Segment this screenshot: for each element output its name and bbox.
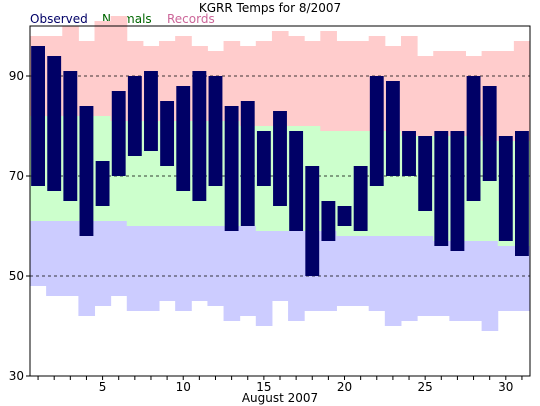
record-low-band: [62, 221, 79, 296]
record-low-band: [449, 241, 466, 321]
observed-bar: [224, 106, 239, 231]
observed-bar: [144, 71, 158, 151]
observed-bar: [353, 166, 368, 231]
record-high-band: [352, 41, 370, 131]
observed-bar: [192, 71, 207, 201]
record-high-band: [288, 36, 305, 126]
observed-bar: [450, 131, 465, 251]
record-low-band: [126, 226, 144, 311]
observed-bar: [466, 76, 481, 201]
record-high-band: [223, 41, 241, 121]
record-low-band: [384, 236, 402, 326]
x-axis-label: August 2007: [242, 391, 318, 405]
record-low-band: [400, 236, 418, 321]
record-high-band: [433, 51, 450, 136]
record-low-band: [336, 236, 354, 306]
observed-bar: [369, 76, 384, 186]
record-high-band: [271, 31, 289, 126]
record-low-band: [513, 246, 531, 311]
y-tick-label: 50: [9, 269, 24, 283]
record-high-band: [449, 51, 466, 136]
observed-bar: [498, 136, 513, 241]
observed-bar: [305, 166, 320, 276]
record-high-band: [320, 31, 337, 131]
observed-bar: [418, 136, 433, 211]
x-tick-label: 15: [256, 380, 271, 394]
observed-bar: [434, 131, 449, 246]
record-low-band: [207, 226, 225, 306]
x-tick-label: 30: [498, 380, 513, 394]
record-low-band: [30, 221, 47, 286]
observed-bar: [273, 111, 287, 206]
observed-bar: [176, 86, 191, 191]
observed-bar: [240, 101, 255, 226]
observed-bar: [321, 201, 336, 241]
record-high-band: [78, 41, 96, 116]
y-tick-label: 30: [9, 369, 24, 383]
record-low-band: [271, 231, 289, 301]
record-low-band: [433, 241, 450, 316]
x-tick-label: 5: [99, 380, 107, 394]
observed-bar: [160, 101, 175, 166]
observed-bar: [111, 91, 126, 176]
record-high-band: [400, 36, 418, 136]
record-low-band: [159, 226, 176, 301]
record-high-band: [255, 41, 273, 126]
record-low-band: [223, 226, 241, 321]
legend-records: Records: [167, 12, 215, 26]
record-low-band: [352, 236, 370, 306]
observed-bar: [289, 131, 304, 231]
observed-bar: [482, 86, 497, 181]
record-high-band: [336, 41, 354, 131]
record-low-band: [142, 226, 160, 311]
record-low-band: [94, 221, 112, 306]
record-low-band: [239, 226, 257, 316]
observed-bar: [127, 76, 142, 156]
observed-bar: [402, 131, 416, 176]
observed-bar: [31, 46, 45, 186]
x-tick-label: 10: [176, 380, 191, 394]
record-high-band: [417, 56, 434, 136]
observed-bar: [515, 131, 529, 256]
observed-bar: [95, 161, 110, 206]
record-low-band: [110, 221, 128, 296]
record-low-band: [78, 221, 96, 316]
record-low-band: [255, 231, 273, 326]
legend-observed: Observed: [30, 12, 88, 26]
observed-bar: [63, 71, 78, 201]
observed-bar: [385, 81, 400, 176]
record-high-band: [513, 41, 531, 141]
observed-bar: [337, 206, 352, 226]
observed-bar: [79, 106, 94, 236]
record-low-band: [368, 236, 386, 311]
record-high-band: [497, 51, 515, 141]
record-low-band: [175, 226, 192, 311]
y-tick-label: 70: [9, 169, 24, 183]
record-high-band: [304, 41, 321, 126]
record-low-band: [46, 221, 63, 296]
x-tick-label: 25: [418, 380, 433, 394]
chart-title: KGRR Temps for 8/2007: [199, 1, 341, 15]
record-low-band: [320, 231, 337, 311]
record-low-band: [417, 236, 434, 316]
record-low-band: [481, 241, 499, 331]
observed-bar: [47, 56, 62, 191]
x-tick-label: 20: [337, 380, 352, 394]
record-low-band: [497, 246, 515, 311]
record-high-band: [94, 21, 112, 116]
record-low-band: [465, 241, 483, 321]
observed-bar: [208, 76, 223, 186]
y-tick-label: 90: [9, 69, 24, 83]
observed-bar: [256, 131, 271, 186]
record-low-band: [191, 226, 208, 301]
